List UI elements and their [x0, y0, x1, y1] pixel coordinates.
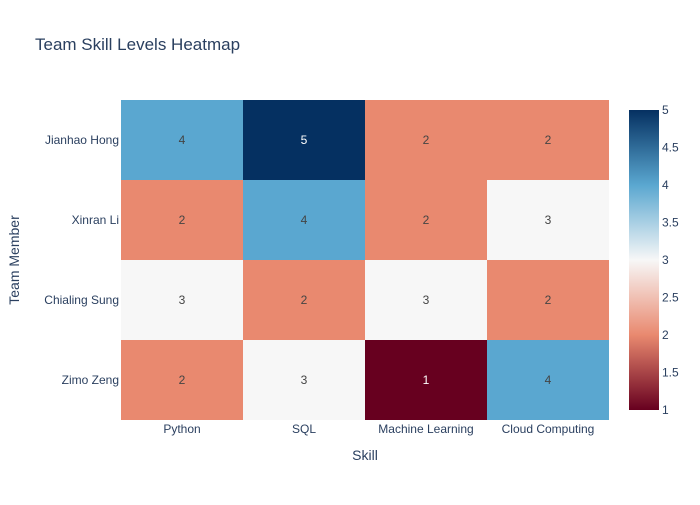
- heatmap-cells: [121, 100, 609, 420]
- y-axis-title: Team Member: [6, 215, 22, 305]
- heatmap-cell: [487, 340, 609, 420]
- x-axis-title: Skill: [352, 447, 378, 463]
- y-axis-ticks: Jianhao Hong Xinran Li Chialing Sung Zimo Z…: [44, 133, 119, 387]
- cell-value-label: 2: [545, 293, 552, 307]
- colorbar-tick-label: 3: [662, 253, 669, 267]
- colorbar-tick-label: 4: [662, 178, 669, 192]
- heatmap-cell: [243, 260, 365, 340]
- heatmap-cell: [243, 340, 365, 420]
- cell-value-label: 4: [545, 373, 552, 387]
- colorbar-tick-label: 2: [662, 328, 669, 342]
- colorbar-tick-label: 5: [662, 103, 669, 117]
- cell-value-label: 2: [179, 373, 186, 387]
- cell-value-label: 1: [423, 373, 430, 387]
- cell-value-label: 3: [423, 293, 430, 307]
- cell-value-label: 4: [179, 133, 186, 147]
- colorbar-ticks: 1 1.5 2 2.5 3 3.5 4 4.5 5: [662, 103, 679, 417]
- heatmap-cell: [121, 260, 243, 340]
- colorbar-tick-label: 3.5: [662, 216, 679, 230]
- chart-title: Team Skill Levels Heatmap: [35, 35, 240, 54]
- colorbar: [629, 110, 659, 410]
- x-tick-label: SQL: [292, 422, 316, 436]
- x-axis-ticks: Python SQL Machine Learning Cloud Computing: [163, 422, 594, 436]
- cell-value-label: 3: [179, 293, 186, 307]
- heatmap-cell: [121, 100, 243, 180]
- colorbar-tick-label: 1.5: [662, 366, 679, 380]
- x-tick-label: Machine Learning: [378, 422, 473, 436]
- heatmap-cell-labels: 4 5 2 2 2 4 2 3 3 2 3 2 2 3 1 4: [179, 133, 552, 387]
- heatmap-cell: [365, 180, 487, 260]
- cell-value-label: 2: [545, 133, 552, 147]
- heatmap-cell: [121, 180, 243, 260]
- cell-value-label: 4: [301, 213, 308, 227]
- x-tick-label: Cloud Computing: [502, 422, 595, 436]
- heatmap-cell: [487, 180, 609, 260]
- cell-value-label: 3: [545, 213, 552, 227]
- heatmap-cell: [121, 340, 243, 420]
- cell-value-label: 5: [301, 133, 308, 147]
- y-tick-label: Jianhao Hong: [45, 133, 119, 147]
- y-tick-label: Zimo Zeng: [62, 373, 119, 387]
- heatmap-cell: [487, 100, 609, 180]
- colorbar-tick-label: 4.5: [662, 141, 679, 155]
- cell-value-label: 2: [179, 213, 186, 227]
- heatmap-cell: [365, 340, 487, 420]
- colorbar-tick-label: 1: [662, 403, 669, 417]
- heatmap-cell: [365, 260, 487, 340]
- heatmap-cell: [243, 180, 365, 260]
- cell-value-label: 2: [301, 293, 308, 307]
- y-tick-label: Chialing Sung: [44, 293, 119, 307]
- y-tick-label: Xinran Li: [72, 213, 119, 227]
- heatmap-cell: [487, 260, 609, 340]
- x-tick-label: Python: [163, 422, 200, 436]
- cell-value-label: 2: [423, 133, 430, 147]
- heatmap-cell: [243, 100, 365, 180]
- colorbar-tick-label: 2.5: [662, 291, 679, 305]
- cell-value-label: 2: [423, 213, 430, 227]
- cell-value-label: 3: [301, 373, 308, 387]
- heatmap-cell: [365, 100, 487, 180]
